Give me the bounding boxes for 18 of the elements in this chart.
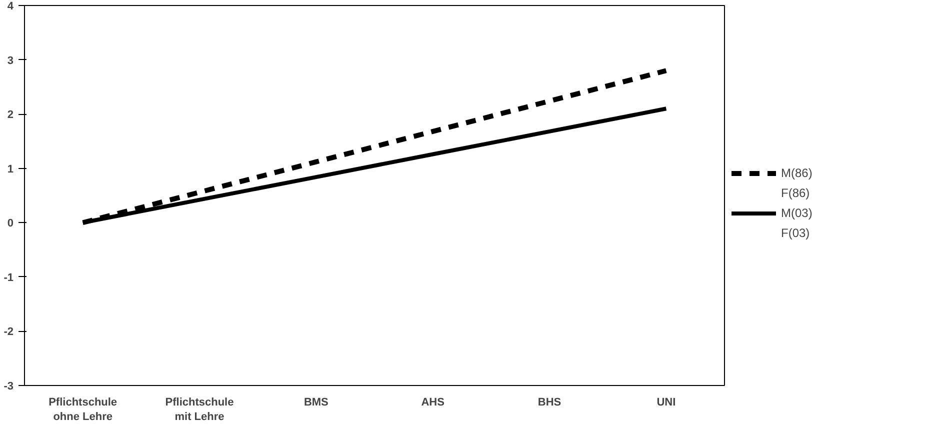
y-tick-label: 0 <box>7 218 14 230</box>
y-tick-label: -3 <box>4 380 14 392</box>
y-tick-label: 2 <box>7 109 14 122</box>
x-tick-label: Pflichtschule mit Lehre <box>165 396 234 423</box>
y-tick-label: 3 <box>7 54 14 67</box>
text: F(03) <box>781 226 810 240</box>
y-tick-label: 1 <box>7 163 14 176</box>
y-tick-label: -1 <box>4 272 14 284</box>
x-tick-label: BMS <box>304 396 328 408</box>
y-tick-label: 4 <box>7 0 14 12</box>
legend-label: M(86) <box>781 166 812 180</box>
x-tick-label: BHS <box>538 396 562 408</box>
y-tick-label: -2 <box>4 326 14 338</box>
x-tick-label: UNI <box>656 396 676 408</box>
x-tick-label: Pflichtschule ohne Lehre <box>48 396 118 423</box>
legend-label: M(03) <box>781 206 812 220</box>
text: F(86) <box>781 186 810 200</box>
x-tick-label: AHS <box>421 396 444 408</box>
